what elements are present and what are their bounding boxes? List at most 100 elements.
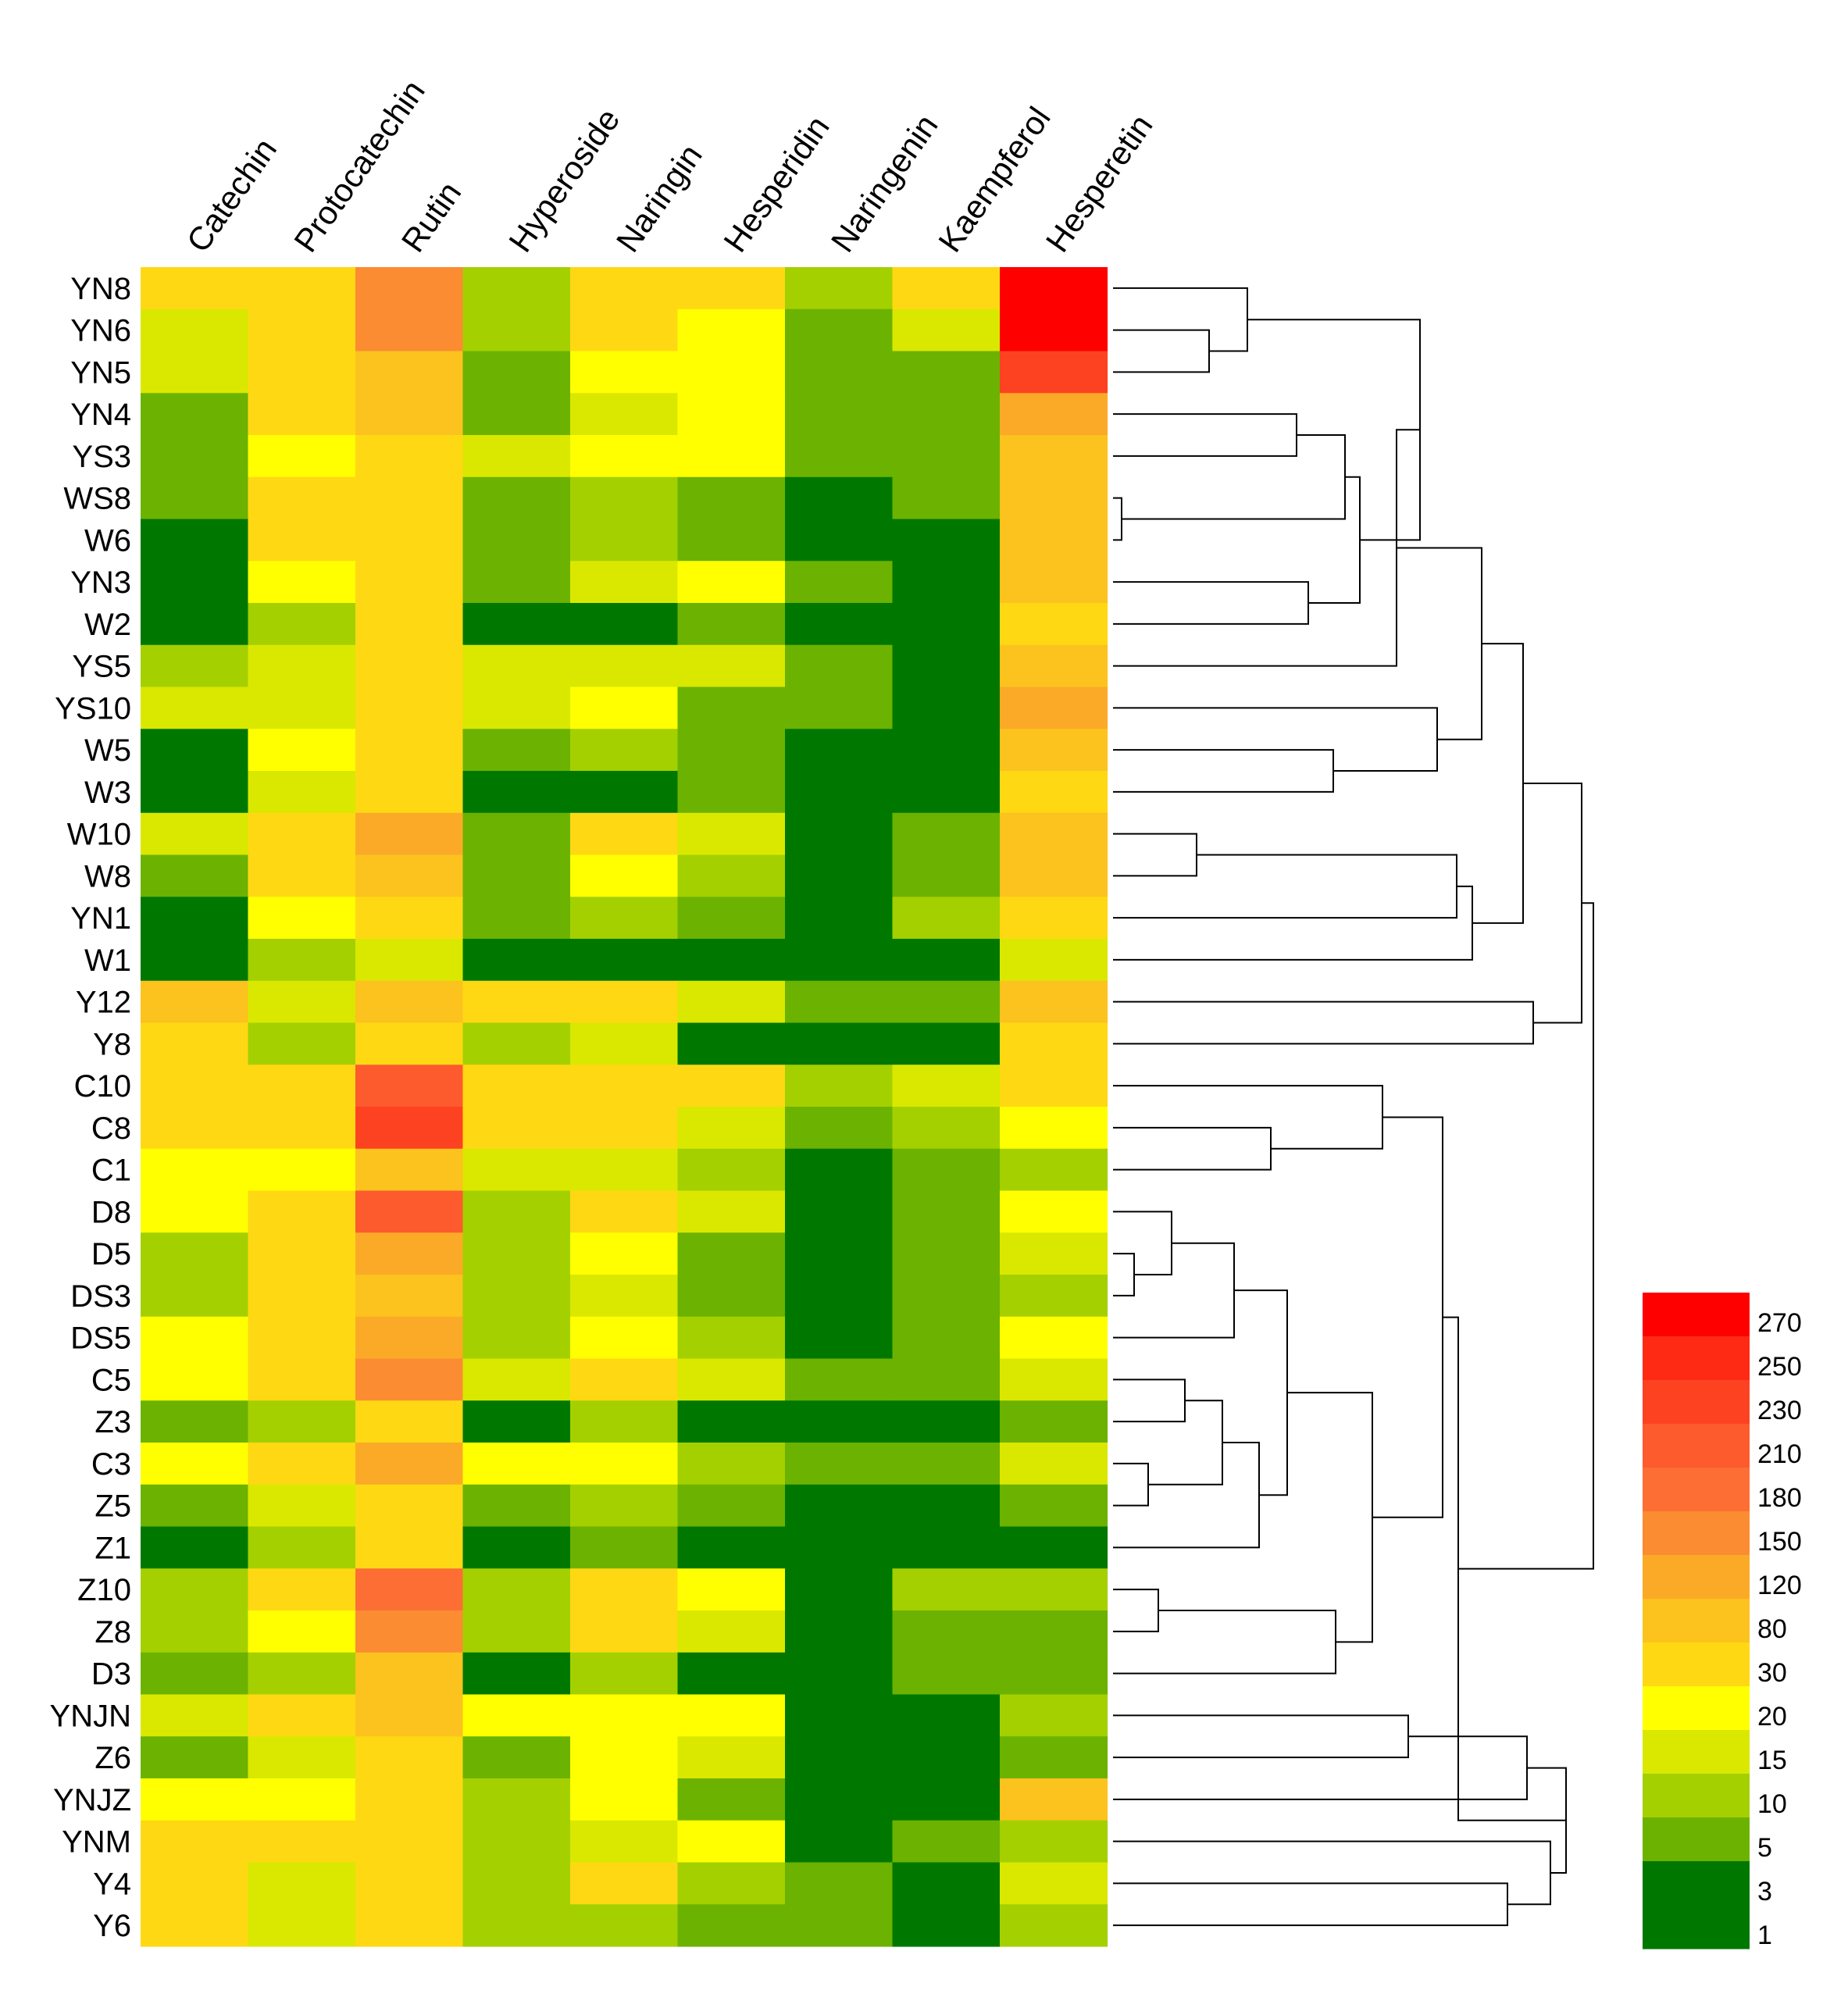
heatmap-cell — [892, 267, 1001, 310]
dendrogram-branch — [1113, 1242, 1235, 1339]
legend-swatch — [1643, 1599, 1750, 1643]
heatmap-cell — [248, 1568, 356, 1611]
heatmap-cell — [248, 771, 356, 814]
heatmap-cell — [248, 854, 356, 897]
heatmap-cell — [785, 1526, 894, 1569]
heatmap-cell — [355, 1484, 464, 1528]
heatmap-cell — [141, 1652, 249, 1696]
legend-swatch — [1643, 1336, 1750, 1381]
row-label: W5 — [84, 733, 131, 768]
heatmap-cell — [141, 1232, 249, 1275]
heatmap-cell — [892, 519, 1001, 562]
dendrogram-branch — [1113, 707, 1438, 772]
heatmap-cell — [677, 1316, 786, 1360]
heatmap-cell — [355, 644, 464, 688]
dendrogram-branch — [1113, 833, 1197, 877]
heatmap-cell — [248, 1232, 356, 1275]
heatmap-cell — [462, 812, 571, 856]
heatmap-cell — [355, 1694, 464, 1737]
heatmap-cell — [462, 1232, 571, 1275]
dendrogram-branch — [1113, 749, 1334, 793]
row-label: YN3 — [70, 565, 131, 600]
heatmap-cell — [462, 435, 571, 478]
heatmap-cell — [570, 897, 679, 940]
heatmap-cell — [355, 435, 464, 478]
dendrogram-branch — [1113, 581, 1309, 625]
heatmap-cell — [785, 267, 894, 310]
heatmap-cell — [892, 854, 1001, 897]
heatmap-cell — [677, 1190, 786, 1233]
heatmap-cell — [677, 980, 786, 1024]
heatmap-cell — [570, 939, 679, 982]
heatmap-cell — [677, 1820, 786, 1864]
dendrogram-branch — [1247, 319, 1421, 541]
heatmap-cell — [785, 1190, 894, 1233]
heatmap-cell — [892, 393, 1001, 436]
heatmap-cells — [141, 267, 1108, 1947]
row-label: YNJZ — [53, 1783, 131, 1817]
legend-tick-label: 15 — [1757, 1746, 1787, 1775]
heatmap-cell — [892, 1694, 1001, 1737]
heatmap-cell — [677, 476, 786, 520]
heatmap-cell — [355, 897, 464, 940]
heatmap-cell — [892, 1400, 1001, 1443]
heatmap-cell — [355, 476, 464, 520]
dendrogram-branch — [1113, 1714, 1409, 1759]
legend-swatch — [1643, 1730, 1750, 1774]
heatmap-cell — [1000, 1107, 1108, 1150]
heatmap-cell — [1000, 897, 1108, 940]
heatmap-cell — [141, 1443, 249, 1485]
heatmap-cell — [892, 1610, 1001, 1653]
heatmap-cell — [355, 1443, 464, 1485]
heatmap-cell — [355, 1610, 464, 1653]
heatmap-cell — [248, 1190, 356, 1233]
legend-swatch — [1643, 1424, 1750, 1468]
heatmap-cell — [785, 854, 894, 897]
heatmap-cell — [355, 1820, 464, 1864]
heatmap-cell — [892, 309, 1001, 352]
heatmap-cell — [570, 1820, 679, 1864]
heatmap-cell — [248, 1065, 356, 1107]
heatmap-cell — [785, 771, 894, 814]
row-label: YN4 — [70, 398, 131, 432]
heatmap-cell — [677, 1400, 786, 1443]
heatmap-cell — [248, 1862, 356, 1905]
heatmap-cell — [892, 1652, 1001, 1696]
heatmap-cell — [892, 1275, 1001, 1318]
heatmap-cell — [570, 1065, 679, 1107]
heatmap-cell — [462, 1778, 571, 1821]
heatmap-cell — [785, 1904, 894, 1947]
heatmap-cell — [570, 1190, 679, 1233]
dendrogram-branch — [1287, 1392, 1373, 1643]
heatmap-cell — [462, 351, 571, 394]
column-label: Naringin — [609, 137, 709, 259]
heatmap-cell — [1000, 812, 1108, 856]
heatmap-cell — [892, 1820, 1001, 1864]
heatmap-cell — [892, 771, 1001, 814]
heatmap-cell — [785, 519, 894, 562]
heatmap-cell — [462, 1526, 571, 1569]
heatmap-cell — [1000, 771, 1108, 814]
heatmap-cell — [355, 1652, 464, 1696]
heatmap-cell — [677, 1652, 786, 1696]
heatmap-cell — [570, 519, 679, 562]
heatmap-cell — [570, 1736, 679, 1779]
legend-tick-label: 5 — [1757, 1833, 1772, 1863]
heatmap-cell — [785, 1065, 894, 1107]
row-label: DS5 — [70, 1321, 131, 1356]
heatmap-cell — [248, 1275, 356, 1318]
heatmap-cell — [355, 771, 464, 814]
heatmap-cell — [1000, 1275, 1108, 1318]
heatmap-cell — [677, 897, 786, 940]
heatmap-cell — [570, 1904, 679, 1947]
heatmap-cell — [462, 1820, 571, 1864]
heatmap-cell — [570, 687, 679, 729]
heatmap-cell — [355, 603, 464, 646]
heatmap-cell — [462, 1190, 571, 1233]
heatmap-cell — [1000, 1778, 1108, 1821]
heatmap-cell — [570, 980, 679, 1024]
row-label: YS3 — [72, 440, 131, 474]
column-label: Kaempferol — [931, 100, 1058, 259]
